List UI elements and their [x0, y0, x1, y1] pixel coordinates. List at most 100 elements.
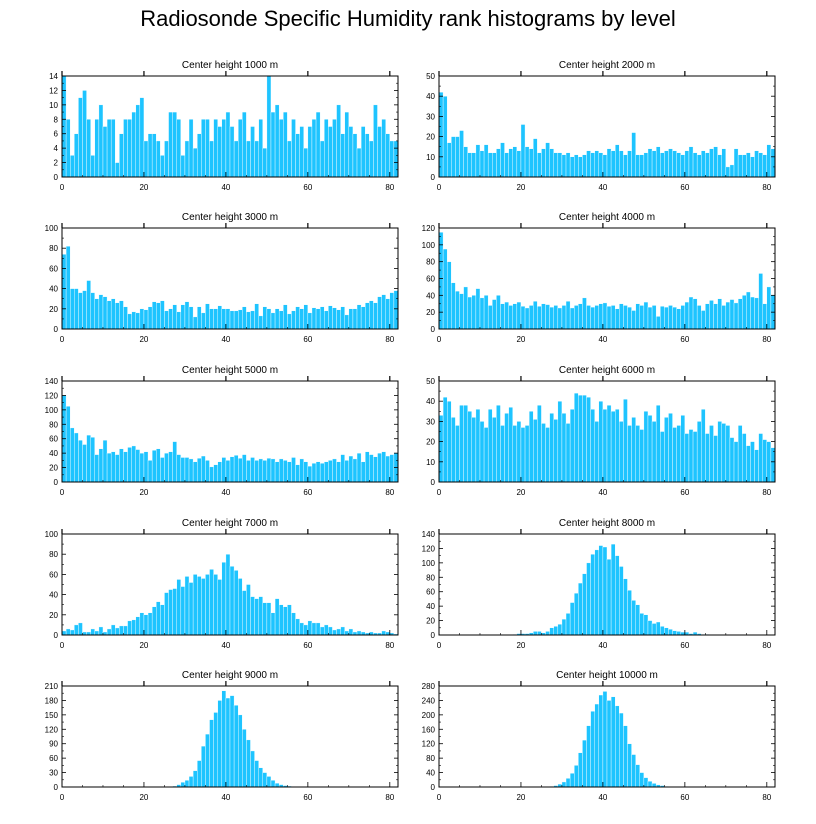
- histogram-bar: [221, 690, 227, 788]
- histogram-bar: [147, 306, 153, 330]
- histogram-bar: [619, 566, 624, 636]
- x-tick-label: 60: [680, 183, 689, 192]
- histogram-bar: [569, 307, 575, 330]
- histogram-bar: [86, 280, 91, 330]
- histogram-bar: [192, 574, 198, 636]
- x-tick-label: 40: [221, 183, 230, 192]
- histogram-bar: [65, 406, 71, 483]
- histogram-bar: [385, 133, 391, 178]
- y-tick-label: 0: [431, 631, 436, 640]
- histogram-bar: [65, 245, 71, 330]
- histogram-bar: [381, 630, 386, 636]
- histogram-bar: [574, 305, 579, 330]
- histogram-bar: [127, 447, 132, 483]
- histogram-bar: [639, 613, 645, 636]
- figure-title: Radiosonde Specific Humidity rank histog…: [140, 6, 676, 31]
- histogram-bar: [303, 624, 309, 636]
- histogram-bar: [762, 439, 768, 483]
- x-tick-label: 60: [680, 488, 689, 497]
- histogram-panel-4: Center height 4000 m 0 20 40 60 80 100 120 0 20 40…: [422, 212, 776, 344]
- histogram-bar: [770, 148, 776, 178]
- x-tick-label: 0: [60, 793, 65, 802]
- y-tick-label: 120: [422, 544, 436, 553]
- histogram-bar: [655, 146, 661, 178]
- y-tick-label: 40: [426, 291, 435, 300]
- histogram-bar: [307, 620, 313, 636]
- histogram-bar: [492, 417, 497, 483]
- y-tick-label: 60: [49, 435, 58, 444]
- histogram-bar: [377, 452, 382, 483]
- y-tick-label: 20: [49, 305, 58, 314]
- histogram-bar: [197, 457, 202, 483]
- y-tick-label: 80: [426, 573, 435, 582]
- histogram-bar: [365, 302, 370, 330]
- histogram-bar: [209, 466, 214, 483]
- histogram-bar: [647, 306, 653, 330]
- histogram-bar: [119, 133, 124, 178]
- histogram-bar: [209, 308, 214, 330]
- x-tick-label: 40: [221, 488, 230, 497]
- y-tick-label: 60: [426, 275, 435, 284]
- histogram-bar: [258, 767, 263, 788]
- histogram-panel-2: Center height 2000 m 0 10 20 30 40 50 0 20 40 60 80: [426, 60, 776, 192]
- histogram-bar: [672, 150, 677, 178]
- histogram-bar: [188, 458, 194, 483]
- histogram-bar: [119, 625, 124, 636]
- histogram-bar: [623, 398, 628, 483]
- histogram-bar: [61, 630, 67, 636]
- histogram-bar: [213, 574, 218, 636]
- histogram-bar: [639, 429, 645, 483]
- histogram-bar: [660, 152, 665, 178]
- histogram-bar: [319, 306, 325, 330]
- histogram-bar: [336, 628, 341, 636]
- histogram-bar: [578, 303, 583, 330]
- histogram-bar: [545, 304, 550, 330]
- histogram-bar: [709, 148, 714, 178]
- histogram-bar: [78, 622, 83, 636]
- histogram-bar: [184, 140, 190, 178]
- y-tick-label: 280: [422, 682, 436, 691]
- histogram-bar: [69, 155, 75, 178]
- y-tick-label: 90: [49, 740, 58, 749]
- histogram-bar: [668, 413, 673, 483]
- histogram-bar: [106, 119, 112, 178]
- histogram-bar: [74, 133, 79, 178]
- histogram-bar: [692, 431, 698, 483]
- histogram-bar: [508, 148, 513, 178]
- histogram-bar: [61, 254, 67, 330]
- histogram-bar: [242, 729, 247, 788]
- histogram-bar: [524, 425, 530, 483]
- histogram-bar: [147, 133, 153, 178]
- histogram-bar: [119, 300, 124, 330]
- histogram-bar: [98, 104, 104, 178]
- histogram-bar: [713, 146, 718, 178]
- y-tick-label: 30: [426, 112, 435, 121]
- x-tick-label: 40: [221, 641, 230, 650]
- y-tick-label: 0: [54, 631, 59, 640]
- histogram-bar: [459, 293, 464, 330]
- histogram-bar: [598, 152, 604, 178]
- histogram-bar: [266, 602, 272, 636]
- histogram-bar: [197, 133, 202, 178]
- histogram-bar: [274, 308, 280, 330]
- histogram-bar: [168, 451, 173, 483]
- histogram-bar: [447, 401, 452, 483]
- histogram-bar: [348, 455, 354, 483]
- histogram-bar: [713, 435, 718, 483]
- histogram-bar: [479, 421, 485, 483]
- histogram-bar: [258, 119, 263, 178]
- histogram-bar: [438, 232, 444, 330]
- histogram-bar: [672, 630, 677, 636]
- histogram-bar: [733, 302, 739, 330]
- y-tick-label: 14: [49, 72, 58, 81]
- y-tick-label: 100: [422, 241, 436, 250]
- histogram-bar: [172, 304, 177, 330]
- histogram-bar: [340, 133, 345, 178]
- x-tick-label: 60: [303, 641, 312, 650]
- histogram-bar: [467, 152, 472, 178]
- histogram-bar: [233, 705, 239, 788]
- histogram-bar: [225, 460, 231, 483]
- histogram-bar: [512, 303, 518, 330]
- histogram-bar: [283, 111, 288, 178]
- histogram-bar: [332, 119, 337, 178]
